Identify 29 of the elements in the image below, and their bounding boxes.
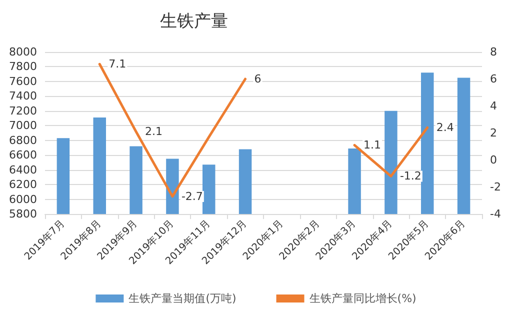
y2-tick-label: 0 xyxy=(490,154,497,166)
data-label: 6 xyxy=(254,72,262,86)
y2-tick-label: 8 xyxy=(490,46,497,58)
y-tick-label: 6800 xyxy=(9,134,37,147)
legend-label: 生铁产量同比增长(%) xyxy=(309,292,416,305)
y-tick-label: 6400 xyxy=(9,163,37,176)
y-tick-label: 5800 xyxy=(9,208,37,220)
data-label: 1.1 xyxy=(364,138,382,152)
y-tick-label: 7400 xyxy=(9,90,37,103)
y2-tick-label: -2 xyxy=(490,180,501,194)
data-label: 2.4 xyxy=(436,121,454,134)
y2-tick-label: 2 xyxy=(490,126,497,140)
y2-tick-label: 6 xyxy=(490,72,497,86)
y-tick-label: 7600 xyxy=(9,74,37,88)
y-tick-label: 6600 xyxy=(9,148,37,162)
data-label: 2.1 xyxy=(145,125,163,138)
y-tick-label: 8000 xyxy=(9,46,37,58)
y-tick-label: 6000 xyxy=(9,192,37,206)
data-label: -2.7 xyxy=(181,190,203,203)
y-tick-label: 6200 xyxy=(9,178,37,192)
data-label: 7.1 xyxy=(108,58,126,71)
chart-title: 生铁产量 xyxy=(160,12,228,32)
legend-label: 生铁产量当期值(万吨) xyxy=(128,292,236,305)
y-tick-label: 7800 xyxy=(9,60,37,74)
data-label: -1.2 xyxy=(400,170,422,183)
y2-tick-label: -4 xyxy=(490,208,501,220)
y2-tick-label: 4 xyxy=(490,100,497,112)
y-tick-label: 7000 xyxy=(9,119,37,132)
y-tick-label: 7200 xyxy=(9,104,37,118)
